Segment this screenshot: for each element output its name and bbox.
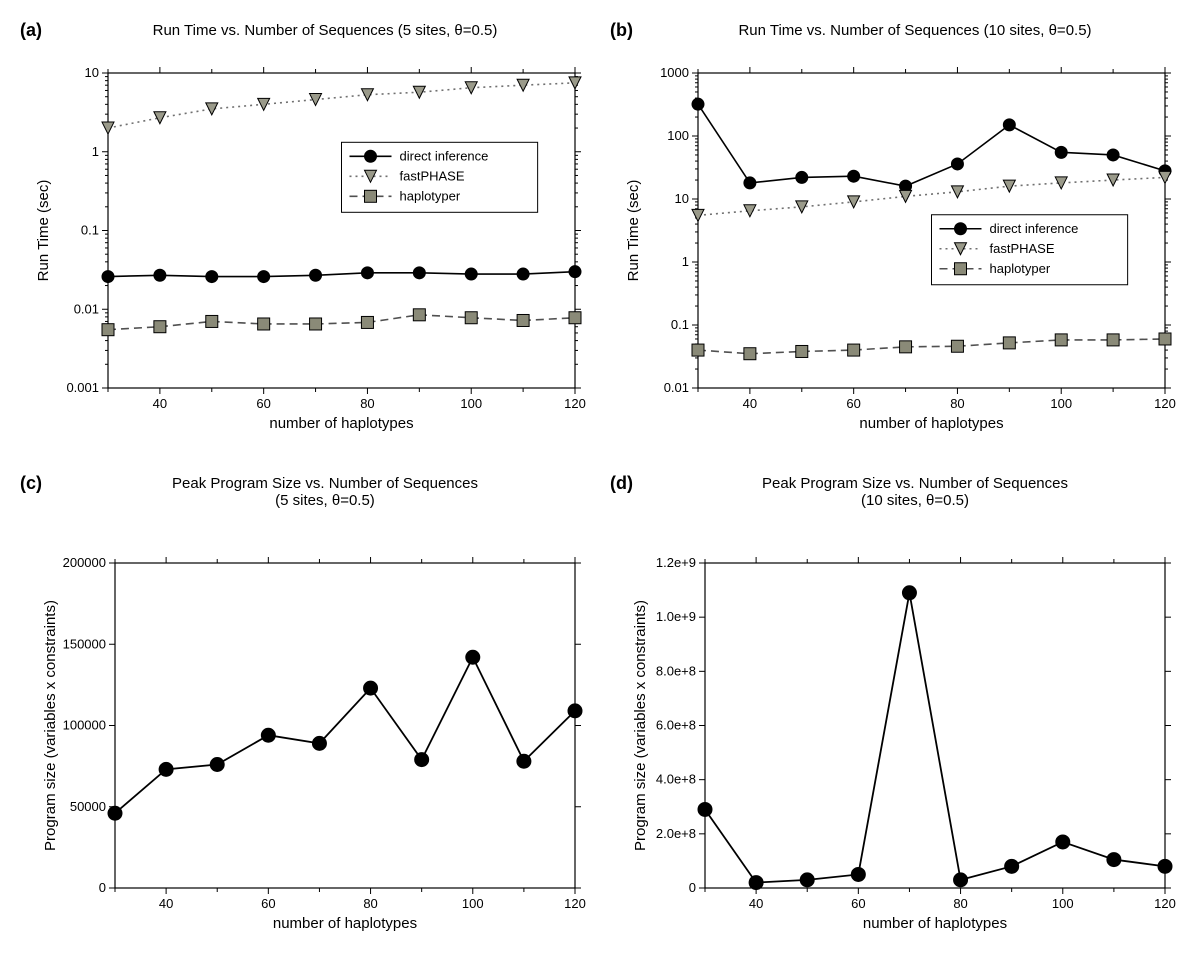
svg-text:60: 60 — [846, 396, 860, 411]
chart-a: 0.001 0.01 0.1 1 10 40 60 80 100 120 number of hap… — [20, 43, 590, 443]
panel-b-label: (b) — [610, 20, 633, 41]
svg-text:120: 120 — [564, 396, 586, 411]
panel-d: (d) Peak Program Size vs. Number of Sequ… — [610, 473, 1180, 943]
svg-text:1: 1 — [682, 254, 689, 269]
svg-text:number of haplotypes: number of haplotypes — [859, 415, 1003, 432]
chart-d: 0 2.0e+8 4.0e+8 6.0e+8 8.0e+8 1.0e+9 1.2e+9 40 6… — [610, 513, 1180, 943]
svg-text:100000: 100000 — [63, 718, 106, 733]
svg-text:60: 60 — [851, 896, 865, 911]
figure-grid: (a) Run Time vs. Number of Sequences (5 … — [20, 20, 1180, 943]
svg-text:direct inference: direct inference — [990, 221, 1079, 236]
svg-text:60: 60 — [256, 396, 270, 411]
svg-text:10: 10 — [675, 191, 689, 206]
panel-c-title-line2: (5 sites, θ=0.5) — [60, 492, 590, 509]
svg-text:1.0e+9: 1.0e+9 — [656, 609, 696, 624]
svg-text:1000: 1000 — [660, 65, 689, 80]
svg-text:0.1: 0.1 — [671, 317, 689, 332]
panel-a-title: Run Time vs. Number of Sequences (5 site… — [60, 20, 590, 39]
svg-text:fastPHASE: fastPHASE — [990, 241, 1055, 256]
svg-text:Program size (variables x cons: Program size (variables x constraints) — [42, 600, 59, 851]
svg-text:number of haplotypes: number of haplotypes — [269, 415, 413, 432]
svg-text:10: 10 — [85, 65, 99, 80]
svg-text:haplotyper: haplotyper — [400, 188, 461, 203]
panel-b: (b) Run Time vs. Number of Sequences (10… — [610, 20, 1180, 443]
svg-text:80: 80 — [360, 396, 374, 411]
panel-d-title-line2: (10 sites, θ=0.5) — [650, 492, 1180, 509]
svg-text:8.0e+8: 8.0e+8 — [656, 663, 696, 678]
panel-a-label: (a) — [20, 20, 42, 41]
svg-text:haplotyper: haplotyper — [990, 261, 1051, 276]
svg-text:1.2e+9: 1.2e+9 — [656, 555, 696, 570]
svg-text:1: 1 — [92, 144, 99, 159]
svg-text:Run Time (sec): Run Time (sec) — [35, 180, 52, 282]
svg-text:2.0e+8: 2.0e+8 — [656, 826, 696, 841]
svg-text:0: 0 — [689, 880, 696, 895]
svg-text:50000: 50000 — [70, 799, 106, 814]
svg-text:40: 40 — [159, 896, 173, 911]
panel-c-title-line1: Peak Program Size vs. Number of Sequence… — [172, 475, 478, 492]
svg-text:100: 100 — [1052, 896, 1074, 911]
svg-text:120: 120 — [1154, 896, 1176, 911]
svg-text:4.0e+8: 4.0e+8 — [656, 772, 696, 787]
chart-c: 0 50000 100000 150000 200000 40 60 80 100 120 numb… — [20, 513, 590, 943]
svg-text:40: 40 — [743, 396, 757, 411]
svg-text:60: 60 — [261, 896, 275, 911]
svg-text:Program size (variables x cons: Program size (variables x constraints) — [632, 600, 649, 851]
svg-text:80: 80 — [950, 396, 964, 411]
svg-text:number of haplotypes: number of haplotypes — [863, 915, 1007, 932]
svg-text:80: 80 — [953, 896, 967, 911]
svg-text:40: 40 — [153, 396, 167, 411]
panel-c: (c) Peak Program Size vs. Number of Sequ… — [20, 473, 590, 943]
svg-text:0.1: 0.1 — [81, 223, 99, 238]
svg-text:100: 100 — [1050, 396, 1072, 411]
svg-text:100: 100 — [462, 896, 484, 911]
panel-c-title: Peak Program Size vs. Number of Sequence… — [60, 473, 590, 509]
svg-text:0.01: 0.01 — [664, 380, 689, 395]
chart-b: 0.01 0.1 1 10 100 1000 40 60 80 100 120 number of h… — [610, 43, 1180, 443]
svg-text:120: 120 — [1154, 396, 1176, 411]
panel-c-label: (c) — [20, 473, 42, 494]
panel-d-title: Peak Program Size vs. Number of Sequence… — [650, 473, 1180, 509]
svg-text:0.001: 0.001 — [66, 380, 99, 395]
svg-text:6.0e+8: 6.0e+8 — [656, 718, 696, 733]
svg-text:150000: 150000 — [63, 636, 106, 651]
panel-b-title: Run Time vs. Number of Sequences (10 sit… — [650, 20, 1180, 39]
svg-text:direct inference: direct inference — [400, 148, 489, 163]
svg-text:200000: 200000 — [63, 555, 106, 570]
panel-d-title-line1: Peak Program Size vs. Number of Sequence… — [762, 475, 1068, 492]
svg-text:number of haplotypes: number of haplotypes — [273, 915, 417, 932]
svg-text:100: 100 — [460, 396, 482, 411]
svg-text:0: 0 — [99, 880, 106, 895]
svg-text:80: 80 — [363, 896, 377, 911]
svg-text:fastPHASE: fastPHASE — [400, 168, 465, 183]
panel-d-label: (d) — [610, 473, 633, 494]
panel-a: (a) Run Time vs. Number of Sequences (5 … — [20, 20, 590, 443]
svg-text:120: 120 — [564, 896, 586, 911]
svg-text:100: 100 — [667, 128, 689, 143]
svg-text:40: 40 — [749, 896, 763, 911]
svg-text:0.01: 0.01 — [74, 301, 99, 316]
svg-text:Run Time (sec): Run Time (sec) — [625, 180, 642, 282]
